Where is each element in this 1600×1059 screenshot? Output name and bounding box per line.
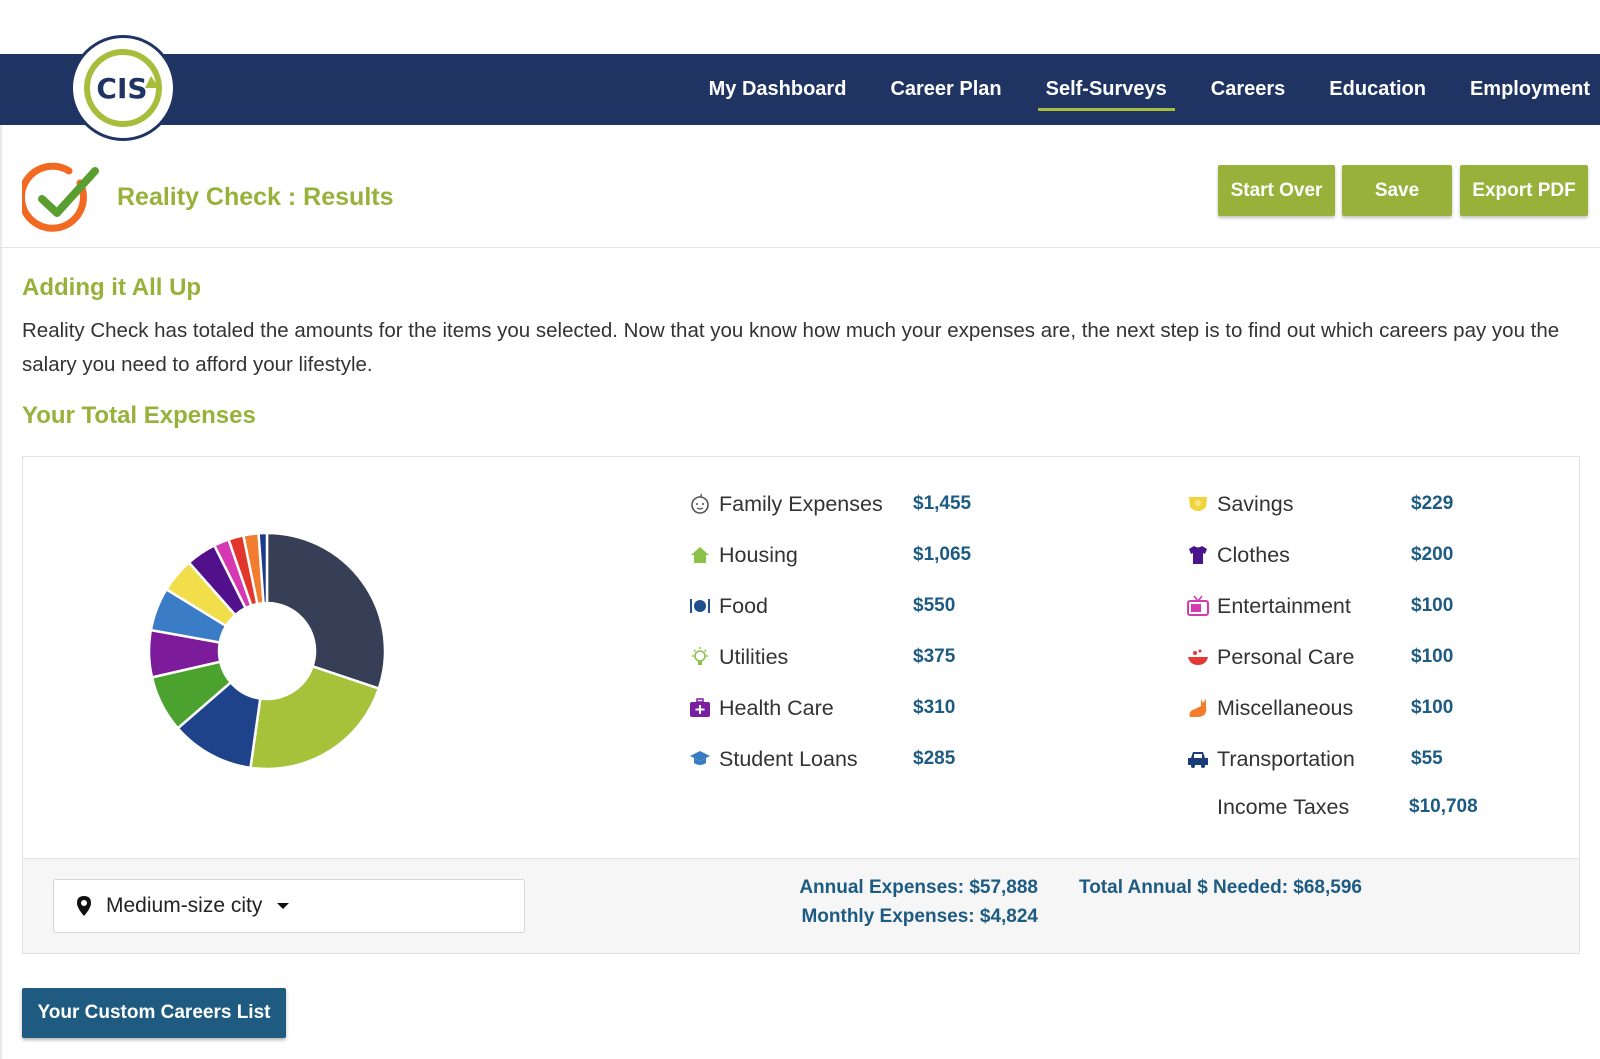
expense-row-utilities: Utilities bbox=[689, 642, 788, 672]
expense-label: Utilities bbox=[719, 644, 789, 669]
expense-label: Income Taxes bbox=[1217, 794, 1350, 819]
expense-row-personal-care: Personal Care bbox=[1187, 642, 1354, 672]
graduation-cap-icon bbox=[689, 748, 711, 770]
total-annual-needed: Total Annual $ Needed: $68,596 bbox=[1079, 877, 1362, 898]
main-nav: My Dashboard Career Plan Self-Surveys Ca… bbox=[701, 54, 1600, 125]
expense-value: $100 bbox=[1411, 595, 1454, 616]
expense-label: Housing bbox=[719, 542, 798, 567]
tshirt-icon bbox=[1187, 544, 1209, 566]
cis-logo[interactable]: CIS bbox=[70, 35, 176, 141]
custom-careers-list-button[interactable]: Your Custom Careers List bbox=[22, 988, 286, 1038]
expenses-summary-bar: Medium-size city Annual Expenses: $57,88… bbox=[23, 858, 1579, 953]
monthly-expenses: Monthly Expenses: $4,824 bbox=[801, 906, 1038, 927]
nav-career-plan[interactable]: Career Plan bbox=[890, 78, 1002, 100]
save-button[interactable]: Save bbox=[1342, 165, 1452, 216]
expense-row-entertainment: Entertainment bbox=[1187, 591, 1351, 621]
expense-row-health-care: Health Care bbox=[689, 693, 834, 723]
page-title: Reality Check : Results bbox=[117, 183, 394, 211]
nav-education[interactable]: Education bbox=[1329, 78, 1426, 100]
expenses-donut-chart bbox=[147, 531, 387, 771]
left-border bbox=[0, 125, 2, 1059]
car-icon bbox=[1187, 748, 1209, 770]
cat-icon bbox=[1187, 697, 1209, 719]
expenses-panel: Family Expenses $1,455 Housing $1,065 Fo… bbox=[22, 456, 1580, 954]
expense-value: $1,455 bbox=[913, 493, 972, 514]
expense-row-family: Family Expenses bbox=[689, 489, 883, 519]
expense-label: Miscellaneous bbox=[1217, 695, 1354, 720]
expense-value: $100 bbox=[1411, 697, 1454, 718]
expense-row-savings: Savings bbox=[1187, 489, 1294, 519]
expense-row-student-loans: Student Loans bbox=[689, 744, 858, 774]
page-header: Reality Check : Results Start Over Save … bbox=[0, 125, 1600, 248]
medical-kit-icon bbox=[689, 697, 711, 719]
logo-text: CIS bbox=[96, 72, 147, 105]
plate-utensils-icon bbox=[689, 595, 711, 617]
start-over-button[interactable]: Start Over bbox=[1218, 165, 1335, 216]
expense-label: Health Care bbox=[719, 695, 834, 720]
donut-slice-housing[interactable] bbox=[249, 664, 381, 771]
section-heading-adding-up: Adding it All Up bbox=[22, 274, 202, 301]
location-dropdown[interactable]: Medium-size city bbox=[53, 879, 525, 933]
cis-logo-icon: CIS bbox=[84, 49, 162, 127]
map-pin-icon bbox=[77, 896, 91, 916]
expense-row-housing: Housing bbox=[689, 540, 798, 570]
expense-row-income-taxes: Income Taxes bbox=[1217, 792, 1349, 822]
expense-row-clothes: Clothes bbox=[1187, 540, 1290, 570]
nav-careers[interactable]: Careers bbox=[1210, 78, 1286, 100]
top-navigation-bar bbox=[0, 54, 1600, 125]
expense-label: Clothes bbox=[1217, 542, 1290, 567]
expense-label: Transportation bbox=[1217, 746, 1355, 771]
expense-value: $55 bbox=[1411, 748, 1443, 769]
export-pdf-button[interactable]: Export PDF bbox=[1460, 165, 1588, 216]
expense-label: Entertainment bbox=[1217, 593, 1351, 618]
expense-label: Food bbox=[719, 593, 769, 618]
expense-value: $375 bbox=[913, 646, 956, 667]
donut-slice-transportation[interactable] bbox=[257, 531, 269, 605]
house-icon bbox=[689, 544, 711, 566]
expense-value: $200 bbox=[1411, 544, 1454, 565]
caret-down-icon bbox=[277, 903, 290, 909]
expense-label: Savings bbox=[1217, 491, 1294, 516]
expense-value: $550 bbox=[913, 595, 956, 616]
soap-dish-icon bbox=[1187, 646, 1209, 668]
expense-label: Student Loans bbox=[719, 746, 858, 771]
expense-value: $229 bbox=[1411, 493, 1454, 514]
expense-row-transportation: Transportation bbox=[1187, 744, 1355, 774]
location-selected: Medium-size city bbox=[106, 894, 263, 917]
expense-label: Family Expenses bbox=[719, 491, 883, 516]
piggy-bank-icon bbox=[1187, 493, 1209, 515]
nav-my-dashboard[interactable]: My Dashboard bbox=[708, 78, 847, 100]
donut-slice-family-expenses[interactable] bbox=[265, 531, 387, 691]
section-heading-total-expenses: Your Total Expenses bbox=[22, 402, 256, 429]
expense-value: $310 bbox=[913, 697, 956, 718]
baby-face-icon bbox=[689, 493, 711, 515]
nav-employment[interactable]: Employment bbox=[1469, 78, 1590, 100]
intro-text: Reality Check has totaled the amounts fo… bbox=[22, 319, 1560, 376]
lightbulb-icon bbox=[689, 646, 711, 668]
expense-row-miscellaneous: Miscellaneous bbox=[1187, 693, 1353, 723]
annual-expenses: Annual Expenses: $57,888 bbox=[799, 877, 1038, 898]
nav-self-surveys[interactable]: Self-Surveys bbox=[1037, 72, 1175, 111]
expense-value: $1,065 bbox=[913, 544, 972, 565]
tv-icon bbox=[1187, 595, 1209, 617]
orange-check-icon bbox=[22, 162, 99, 232]
expense-value: $100 bbox=[1411, 646, 1454, 667]
expense-value: $10,708 bbox=[1409, 796, 1478, 817]
expense-row-food: Food bbox=[689, 591, 768, 621]
expense-label: Personal Care bbox=[1217, 644, 1355, 669]
expense-value: $285 bbox=[913, 748, 956, 769]
